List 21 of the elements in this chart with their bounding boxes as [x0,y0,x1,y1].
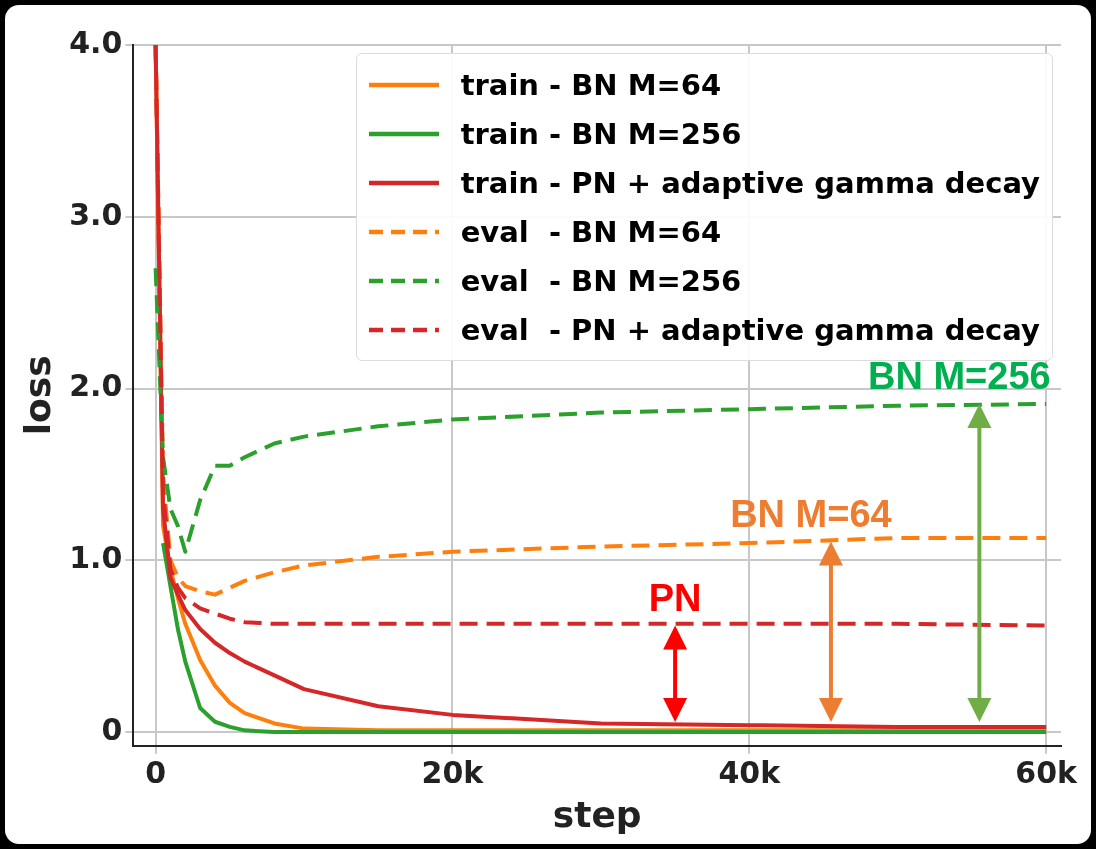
annotation: PN [648,577,702,620]
legend-label: train - PN + adaptive gamma decay [460,165,1040,200]
y-tick-label: 3.0 [69,196,123,232]
legend-label: eval - PN + adaptive gamma decay [460,312,1040,347]
x-tick-label: 40k [718,754,782,790]
x-tick-label: 20k [421,754,485,790]
annotation: BN M=64 [730,492,892,535]
y-tick-label: 2.0 [69,368,123,404]
legend-label: eval - BN M=256 [460,263,742,298]
legend-label: train - BN M=64 [460,67,722,102]
x-axis-title: step [552,793,642,835]
y-axis-title: loss [16,355,58,436]
line-series [153,266,1049,554]
y-tick-label: 4.0 [69,24,123,60]
y-tick-label: 1.0 [69,540,123,576]
x-tick-label: 60k [1015,754,1079,790]
legend-label: train - BN M=256 [460,116,742,151]
legend-label: eval - BN M=64 [460,214,722,249]
y-tick-label: 0 [101,711,123,747]
annotation: BN M=256 [868,355,1051,398]
x-tick-label: 0 [145,754,167,790]
